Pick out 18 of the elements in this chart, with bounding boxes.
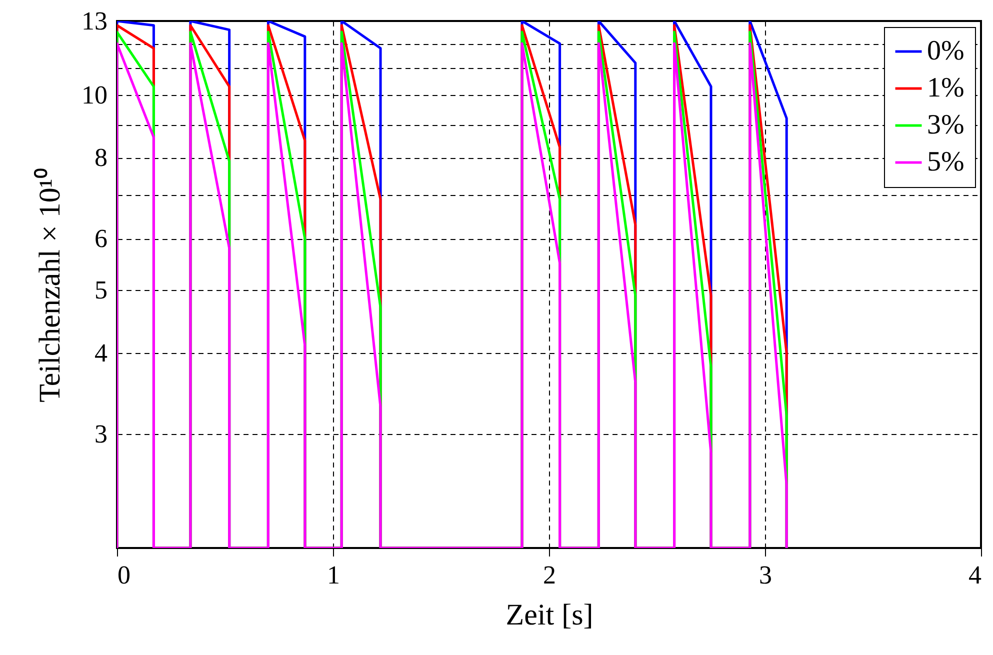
legend-label: 1% <box>927 72 964 104</box>
y-tick-label: 6 <box>94 224 108 254</box>
y-axis-title: Teilchenzahl × 10¹⁰ <box>34 168 66 402</box>
x-tick-label: 3 <box>759 560 772 590</box>
x-tick-label: 4 <box>968 560 982 590</box>
x-tick-label: 1 <box>327 560 340 590</box>
y-tick-label: 8 <box>94 143 108 172</box>
y-tick-label: 13 <box>82 6 108 36</box>
y-tick-label: 10 <box>82 80 108 110</box>
y-tick-label: 3 <box>94 419 108 448</box>
y-tick-label: 5 <box>94 276 108 305</box>
legend-label: 3% <box>927 110 964 140</box>
legend-label: 0% <box>927 36 964 66</box>
x-tick-label: 0 <box>118 560 130 590</box>
legend-label: 5% <box>927 146 964 178</box>
x-tick-label: 2 <box>543 560 556 590</box>
y-tick-label: 4 <box>94 338 108 368</box>
x-axis-title: Zeit [s] <box>506 598 594 632</box>
